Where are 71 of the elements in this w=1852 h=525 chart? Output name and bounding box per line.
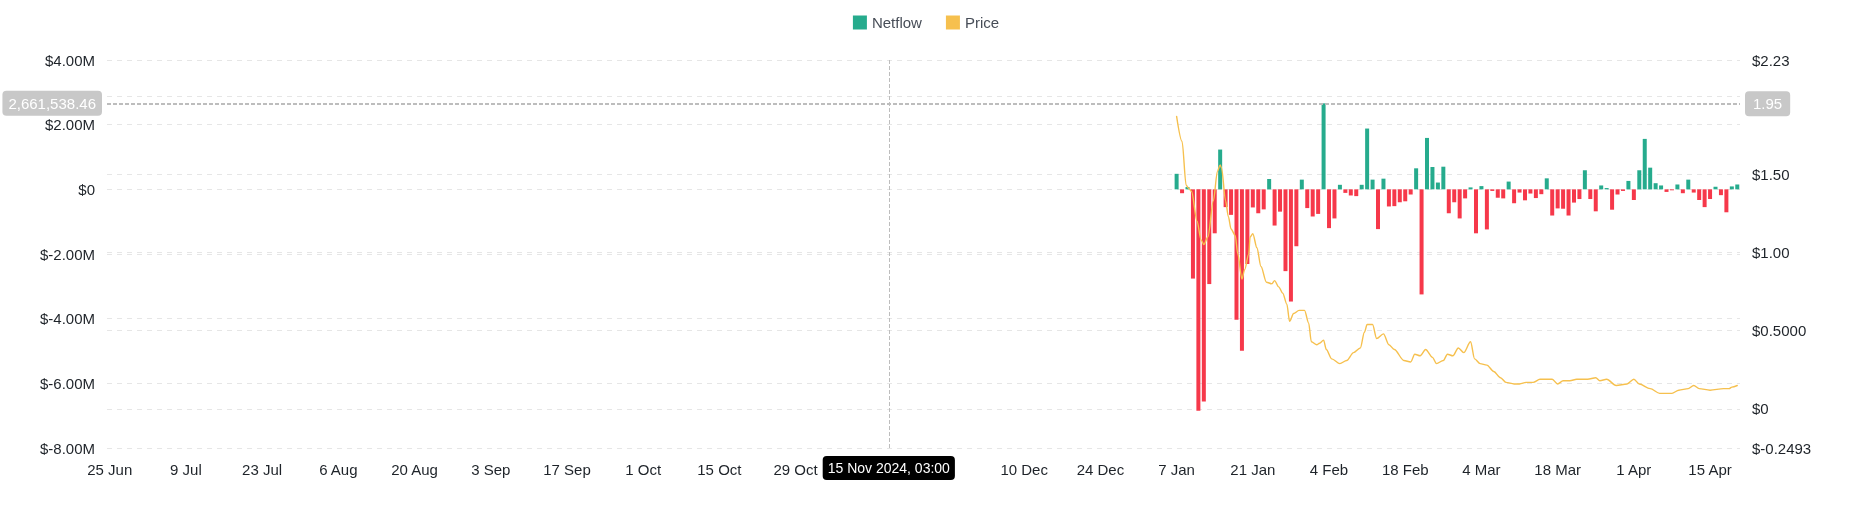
y-tick-label: $-8.00M bbox=[39, 439, 95, 457]
bar bbox=[1174, 173, 1179, 190]
bar bbox=[1637, 170, 1642, 190]
bar bbox=[1408, 189, 1413, 195]
x-tick-label: 18 Feb bbox=[1381, 461, 1429, 478]
x-tick-label: 4 Feb bbox=[1309, 461, 1349, 478]
bar bbox=[1599, 185, 1604, 190]
x-tick-label: 9 Jul bbox=[170, 461, 202, 478]
bar bbox=[1680, 189, 1685, 194]
line-series bbox=[1175, 115, 1738, 395]
bar bbox=[1305, 189, 1310, 209]
legend-label: Price bbox=[964, 14, 1000, 31]
x-tick-label: 15 Apr bbox=[1688, 461, 1732, 478]
bar bbox=[1425, 137, 1430, 190]
bar bbox=[1686, 179, 1691, 190]
x-tick-label: 21 Jan bbox=[1230, 461, 1276, 478]
bar bbox=[1479, 186, 1484, 190]
y2-tick-label: $2.23 bbox=[1752, 51, 1790, 69]
bar bbox=[1419, 189, 1424, 295]
x-tick-label: 4 Mar bbox=[1462, 461, 1501, 478]
legend-label: Netflow bbox=[871, 14, 923, 31]
bar bbox=[1593, 189, 1598, 212]
bar bbox=[1267, 178, 1272, 190]
y2-tick-label: $1.50 bbox=[1752, 165, 1790, 183]
bar bbox=[1299, 179, 1304, 190]
bar bbox=[1512, 189, 1517, 204]
x-tick-label: 20 Aug bbox=[391, 461, 438, 478]
bar bbox=[1261, 189, 1266, 210]
y2-tick-label: $-0.2493 bbox=[1752, 439, 1812, 457]
bar bbox=[1675, 184, 1680, 190]
bar bbox=[1544, 178, 1549, 190]
y-tick-label: $-6.00M bbox=[39, 374, 95, 392]
bar bbox=[1327, 189, 1332, 229]
x-tick-label: 6 Aug bbox=[319, 461, 358, 478]
x-tick-label: 29 Oct bbox=[773, 461, 819, 478]
bar bbox=[1631, 189, 1636, 200]
x-tick-label: 10 Dec bbox=[1000, 461, 1049, 478]
x-tick-label: 17 Sep bbox=[543, 461, 591, 478]
bar bbox=[1381, 178, 1386, 190]
bar bbox=[1321, 103, 1326, 190]
x-tick-label: 7 Jan bbox=[1158, 461, 1195, 478]
y-tick-label: $0 bbox=[78, 180, 95, 198]
x-tick-label: 3 Sep bbox=[471, 461, 511, 478]
ref-line-label: 15 Nov 2024, 03:00 bbox=[827, 460, 951, 476]
x-tick-label: 1 Oct bbox=[625, 461, 662, 478]
y-tick-label: $4.00M bbox=[44, 51, 95, 69]
x-tick-label: 24 Dec bbox=[1076, 461, 1125, 478]
x-tick-label: 15 Oct bbox=[697, 461, 743, 478]
bar bbox=[1180, 189, 1185, 194]
y-tick-label: $-4.00M bbox=[39, 310, 95, 328]
y2-tick-label: $0.5000 bbox=[1752, 322, 1807, 340]
bar bbox=[1414, 168, 1419, 190]
bar bbox=[1582, 170, 1587, 190]
y2-tick-label: $1.00 bbox=[1752, 243, 1790, 261]
x-tick-label: 18 Mar bbox=[1534, 461, 1581, 478]
bar bbox=[1376, 189, 1381, 230]
bar bbox=[1588, 189, 1593, 200]
x-tick-label: 23 Jul bbox=[242, 461, 283, 478]
x-tick-label: 25 Jun bbox=[87, 461, 133, 478]
bar bbox=[1474, 189, 1478, 234]
bar bbox=[1550, 189, 1555, 216]
y2-tick-label: $0 bbox=[1752, 400, 1769, 418]
y-tick-label: $2.00M bbox=[44, 116, 95, 134]
bar bbox=[1212, 189, 1217, 234]
y-tick-label: $-2.00M bbox=[39, 245, 95, 263]
bar bbox=[1370, 179, 1375, 190]
bar bbox=[1626, 180, 1631, 190]
bar bbox=[1343, 189, 1348, 193]
x-tick-label: 1 Apr bbox=[1616, 461, 1652, 478]
bar bbox=[1610, 189, 1615, 210]
bar bbox=[1506, 181, 1511, 190]
